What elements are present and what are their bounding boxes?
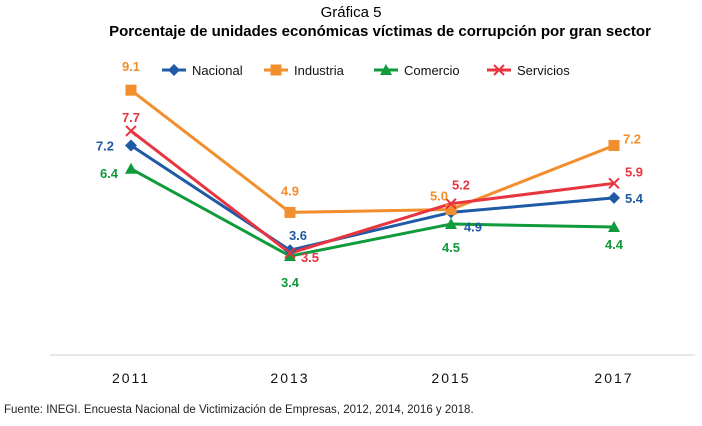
legend-marker: [270, 64, 282, 76]
legend-label: Comercio: [404, 63, 460, 78]
series-line-comercio: [130, 167, 615, 258]
data-label: 3.5: [301, 250, 319, 265]
series-line-servicios: [130, 129, 615, 255]
data-label: 5.2: [452, 178, 470, 193]
data-point: [125, 162, 137, 174]
data-label: 3.4: [281, 275, 300, 290]
chart-supertitle: Gráfica 5: [320, 4, 382, 21]
data-point: [125, 125, 137, 137]
data-point: [445, 197, 457, 210]
data-point: [608, 220, 620, 232]
series-line-industria: [130, 89, 615, 214]
legend-marker: [168, 64, 180, 76]
data-label: 4.9: [281, 183, 299, 198]
legend-marker: [380, 64, 392, 75]
data-point: [608, 139, 620, 151]
data-point: [445, 218, 457, 230]
data-point: [608, 177, 620, 190]
data-point: [608, 191, 620, 204]
data-label: 7.2: [623, 131, 641, 146]
line-chart: 2011 2013 2015 2017 Nacional Industria Comerci…: [50, 59, 695, 386]
data-label: 7.2: [96, 138, 114, 153]
legend-label: Servicios: [517, 63, 570, 78]
data-label: 4.9: [464, 219, 482, 234]
data-label: 5.4: [625, 191, 644, 206]
data-point: [284, 247, 296, 259]
data-point: [125, 139, 137, 152]
data-label: 5.9: [625, 164, 643, 179]
data-label: 9.1: [122, 59, 140, 74]
data-label: 7.7: [122, 110, 140, 125]
data-label: 5.0: [430, 189, 448, 204]
x-tick-label: 2017: [594, 370, 633, 386]
data-point: [125, 84, 137, 96]
x-tick-label: 2015: [431, 370, 470, 386]
data-label: 6.4: [100, 166, 119, 181]
series-line-nacional: [130, 144, 615, 252]
data-label: 4.4: [605, 237, 624, 252]
chart-title: Porcentaje de unidades económicas víctim…: [109, 23, 651, 40]
data-point: [445, 204, 457, 215]
x-tick-label: 2011: [112, 370, 150, 386]
data-label: 4.5: [442, 240, 460, 255]
x-tick-label: 2013: [270, 370, 309, 386]
data-point: [284, 250, 296, 262]
legend-label: Nacional: [192, 63, 243, 78]
source-note: Fuente: INEGI. Encuesta Nacional de Vict…: [4, 404, 474, 416]
data-label: 3.6: [289, 228, 307, 243]
legend-label: Industria: [294, 63, 345, 78]
legend-marker: [493, 64, 505, 76]
data-point: [284, 206, 296, 218]
